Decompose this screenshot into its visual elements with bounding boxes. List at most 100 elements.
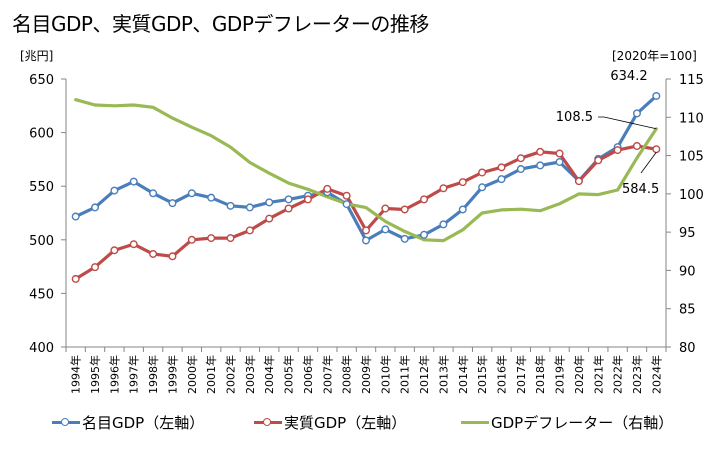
legend-label-real-gdp: 実質GDP（左軸）: [284, 414, 407, 432]
data-point-nominal-gdp: [284, 195, 293, 204]
data-point-real-gdp: [439, 184, 448, 193]
data-point-real-gdp: [632, 141, 641, 150]
left-y-tick-label: 400: [29, 341, 54, 356]
left-y-tick-label: 550: [29, 180, 54, 195]
data-point-real-gdp: [400, 205, 409, 214]
data-point-nominal-gdp: [652, 91, 661, 100]
data-point-nominal-gdp: [245, 203, 254, 212]
left-y-tick-label: 600: [29, 127, 54, 142]
x-tick-label: 2020年: [572, 355, 586, 394]
right-y-tick-label: 100: [679, 188, 704, 203]
data-point-real-gdp: [497, 163, 506, 172]
data-point-real-gdp: [110, 246, 119, 255]
x-tick-label: 2005年: [282, 355, 296, 394]
data-point-nominal-gdp: [265, 198, 274, 207]
data-point-real-gdp: [245, 226, 254, 235]
legend-swatch-real-gdp: [254, 417, 282, 429]
data-point-real-gdp: [613, 146, 622, 155]
data-point-real-gdp: [226, 234, 235, 243]
data-point-real-gdp: [71, 274, 80, 283]
right-y-tick-label: 110: [679, 111, 704, 126]
data-point-nominal-gdp: [478, 183, 487, 192]
x-tick-label: 2012年: [417, 355, 431, 394]
x-tick-label: 2004年: [262, 355, 276, 394]
data-point-real-gdp: [265, 214, 274, 223]
data-point-real-gdp: [149, 249, 158, 258]
left-y-tick-label: 500: [29, 234, 54, 249]
x-tick-label: 2011年: [398, 355, 412, 394]
data-point-real-gdp: [187, 235, 196, 244]
data-point-nominal-gdp: [91, 203, 100, 212]
chart-plot: 400 450 500 550 600 650 80 85 90 95 100 105 110 115 19…: [29, 69, 704, 394]
data-point-real-gdp: [458, 178, 467, 187]
chart-title: 名目GDP、実質GDP、GDPデフレーターの推移: [12, 12, 429, 36]
legend-item-nominal-gdp: 名目GDP（左軸）: [52, 412, 204, 433]
left-y-tick-label: 650: [29, 73, 54, 88]
x-tick-label: 1999年: [165, 355, 179, 394]
data-point-real-gdp: [420, 195, 429, 204]
x-tick-label: 2009年: [359, 355, 373, 394]
data-point-nominal-gdp: [110, 186, 119, 195]
x-tick-label: 2010年: [378, 355, 392, 394]
x-tick-label: 2018年: [533, 355, 547, 394]
data-point-nominal-gdp: [149, 189, 158, 198]
annotation-leader-gdp-deflator: [598, 116, 657, 130]
x-tick-label: 2021年: [591, 355, 605, 394]
x-tick-label: 1998年: [146, 355, 160, 394]
x-tick-label: 2002年: [224, 355, 238, 394]
x-tick-label: 2023年: [630, 355, 644, 394]
x-tick-label: 2000年: [185, 355, 199, 394]
data-point-real-gdp: [362, 226, 371, 235]
data-point-real-gdp: [129, 240, 138, 249]
x-tick-label: 1996年: [107, 355, 121, 394]
data-point-real-gdp: [207, 234, 216, 243]
series-line-real-gdp: [74, 144, 658, 281]
data-point-real-gdp: [574, 177, 583, 186]
data-point-nominal-gdp: [381, 225, 390, 234]
data-point-real-gdp: [478, 168, 487, 177]
x-tick-label: 1995年: [88, 355, 102, 394]
x-tick-label: 2024年: [649, 355, 663, 394]
x-tick-label: 1997年: [127, 355, 141, 394]
x-tick-label: 2006年: [301, 355, 315, 394]
legend-item-real-gdp: 実質GDP（左軸）: [254, 412, 406, 433]
legend-item-gdp-deflator: GDPデフレーター（右軸）: [461, 412, 673, 433]
data-point-nominal-gdp: [400, 234, 409, 243]
x-tick-label: 2003年: [243, 355, 257, 394]
legend-label-gdp-deflator: GDPデフレーター（右軸）: [491, 414, 674, 432]
right-y-tick-label: 115: [679, 73, 704, 88]
data-point-real-gdp: [323, 184, 332, 193]
data-point-nominal-gdp: [458, 205, 467, 214]
data-point-real-gdp: [555, 149, 564, 158]
data-point-real-gdp: [536, 147, 545, 156]
right-axis-unit-label: [2020年=100]: [612, 49, 697, 63]
data-point-nominal-gdp: [516, 165, 525, 174]
data-point-real-gdp: [652, 145, 661, 154]
data-point-nominal-gdp: [632, 109, 641, 118]
data-point-real-gdp: [594, 156, 603, 165]
legend-swatch-gdp-deflator: [461, 417, 489, 429]
x-tick-label: 2013年: [436, 355, 450, 394]
legend: 名目GDP（左軸） 実質GDP（左軸） GDPデフレーター（右軸）: [0, 412, 728, 436]
data-point-nominal-gdp: [226, 201, 235, 210]
data-point-nominal-gdp: [420, 230, 429, 239]
data-point-nominal-gdp: [497, 175, 506, 184]
data-point-nominal-gdp: [207, 193, 216, 202]
data-point-nominal-gdp: [555, 157, 564, 166]
annotation-gdp-deflator: 108.5: [556, 110, 593, 125]
data-point-real-gdp: [91, 263, 100, 272]
legend-label-nominal-gdp: 名目GDP（左軸）: [82, 414, 205, 432]
x-tick-label: 2007年: [320, 355, 334, 394]
data-point-real-gdp: [303, 195, 312, 204]
x-tick-label: 2016年: [494, 355, 508, 394]
x-tick-label: 2014年: [456, 355, 470, 394]
annotation-real-gdp: 584.5: [622, 182, 659, 197]
data-point-nominal-gdp: [71, 212, 80, 221]
x-tick-label: 2019年: [553, 355, 567, 394]
left-axis-unit-label: [兆円]: [20, 49, 54, 63]
data-point-nominal-gdp: [536, 161, 545, 170]
x-tick-label: 1994年: [69, 355, 83, 394]
right-y-tick-label: 105: [679, 150, 704, 165]
data-point-real-gdp: [168, 252, 177, 261]
right-y-tick-label: 80: [679, 341, 696, 356]
